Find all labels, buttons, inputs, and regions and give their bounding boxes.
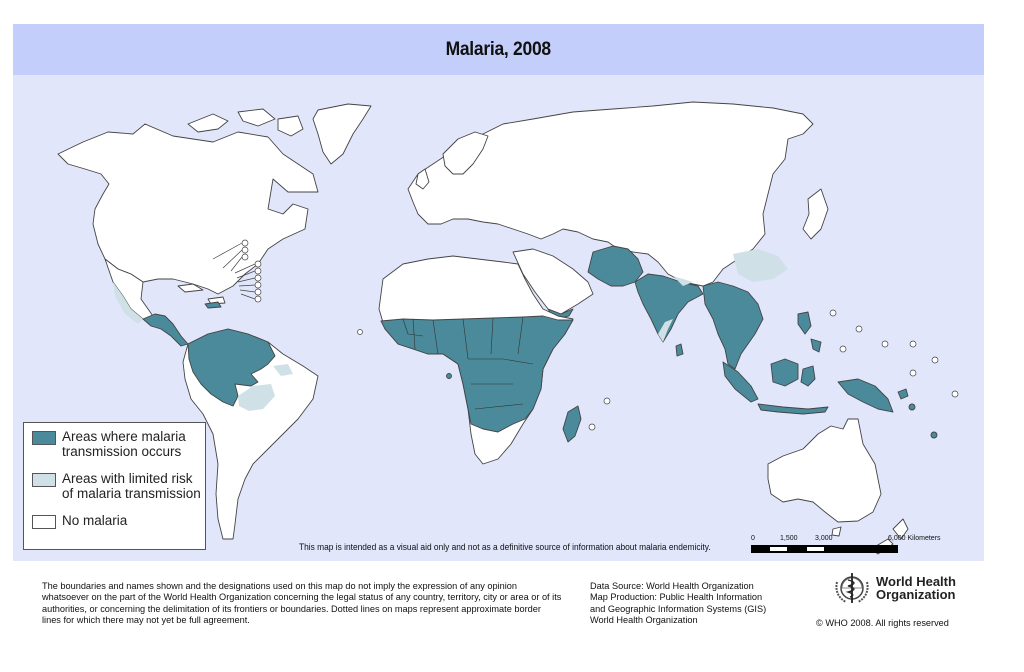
boundary-disclaimer: The boundaries and names shown and the d… — [42, 581, 562, 625]
legend-item-limited-risk: Areas with limited risk of malaria trans… — [32, 471, 205, 501]
who-emblem-icon — [835, 573, 869, 603]
eurasia — [407, 101, 814, 287]
world-map — [57, 101, 959, 555]
brazil-limited-risk — [238, 364, 293, 411]
legend-label: No malaria — [62, 513, 128, 528]
india-transmission — [634, 273, 704, 343]
legend: Areas where malaria transmission occurs … — [23, 422, 206, 550]
source-line: Map Production: Public Health Informatio… — [590, 592, 763, 603]
borneo — [770, 358, 799, 387]
scandinavia — [442, 131, 489, 175]
source-line: World Health Organization — [590, 614, 698, 625]
scale-tick-1500: 1,500 — [780, 535, 798, 542]
central-america — [142, 313, 189, 347]
sulawesi — [800, 365, 816, 387]
scale-bar: 0 1,500 3,000 6,000 Kilometers — [751, 535, 951, 559]
scale-tick-3000: 3,000 — [815, 535, 833, 542]
philippines — [797, 311, 822, 353]
copyright: © WHO 2008. All rights reserved — [816, 618, 949, 628]
mexico — [104, 258, 156, 320]
arabia — [512, 248, 594, 315]
africa-transmission — [380, 315, 574, 433]
solomons — [897, 388, 909, 400]
uk — [415, 168, 430, 190]
north-america — [57, 123, 319, 295]
java-chain — [757, 403, 829, 415]
who-name-line2: Organization — [876, 587, 956, 602]
data-source: Data Source: World Health Organization M… — [590, 581, 800, 626]
visual-aid-note: This map is intended as a visual aid onl… — [299, 542, 711, 552]
sumatra — [722, 361, 759, 403]
australia — [767, 418, 882, 523]
sri-lanka — [675, 343, 684, 357]
title-band: Malaria, 2008 — [13, 24, 984, 75]
india-limited-risk — [658, 276, 693, 342]
legend-label: Areas with limited risk of malaria trans… — [62, 471, 201, 501]
png — [837, 378, 894, 413]
africa-borders — [402, 316, 534, 410]
legend-swatch-limited-risk — [32, 473, 56, 487]
source-line: Data Source: World Health Organization — [590, 581, 754, 591]
canada-islands — [187, 108, 304, 137]
se-asia-transmission — [702, 281, 764, 370]
madagascar — [562, 405, 582, 443]
greenland — [312, 103, 372, 165]
who-logo: World Health Organization — [832, 570, 956, 606]
scale-bar-graphic — [751, 545, 898, 553]
legend-swatch-transmission — [32, 431, 56, 445]
legend-swatch-no-malaria — [32, 515, 56, 529]
legend-item-transmission: Areas where malaria transmission occurs — [32, 429, 205, 459]
legend-item-no-malaria: No malaria — [32, 513, 205, 529]
map-title: Malaria, 2008 — [445, 38, 552, 60]
japan — [802, 188, 829, 240]
china-limited-risk — [733, 249, 788, 282]
map-frame: Malaria, 2008 — [13, 24, 984, 561]
who-name-line1: World Health — [876, 574, 956, 589]
tasmania — [831, 526, 842, 537]
scale-tick-6000: 6,000 Kilometers — [888, 535, 941, 542]
scale-tick-0: 0 — [751, 535, 755, 542]
source-line: and Geographic Information Systems (GIS) — [590, 603, 767, 614]
legend-label: Areas where malaria transmission occurs — [62, 429, 186, 459]
amazon-transmission — [187, 328, 276, 407]
mexico-limited-risk — [113, 282, 143, 324]
